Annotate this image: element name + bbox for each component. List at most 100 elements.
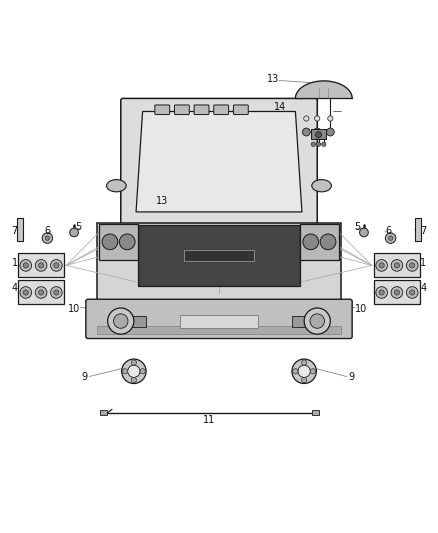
Circle shape [35,260,47,271]
Bar [138,225,300,286]
Circle shape [310,369,315,374]
Polygon shape [136,111,302,212]
Circle shape [328,116,333,121]
Circle shape [50,260,62,271]
Text: 9: 9 [348,372,354,382]
Polygon shape [295,81,352,99]
Bar [17,219,23,241]
Circle shape [304,116,309,121]
Circle shape [311,142,315,147]
Text: 9: 9 [81,372,88,382]
Bar [99,224,138,260]
Text: 13: 13 [156,196,168,206]
Circle shape [326,128,334,136]
Circle shape [376,260,388,271]
Bar [374,253,420,277]
Circle shape [123,369,128,374]
Circle shape [302,128,310,136]
Text: 6: 6 [385,225,392,236]
Bar [415,219,421,241]
Bar [184,251,254,261]
Text: 4: 4 [12,284,18,293]
Circle shape [301,360,307,365]
Circle shape [128,365,140,377]
Text: 11: 11 [203,415,215,425]
FancyBboxPatch shape [155,105,170,115]
Text: 13: 13 [268,74,280,84]
Circle shape [301,377,307,383]
Circle shape [122,359,146,384]
Text: 4: 4 [420,284,426,293]
Circle shape [379,290,384,295]
Circle shape [391,260,403,271]
Circle shape [45,236,49,240]
Bar [311,410,318,415]
Polygon shape [97,223,341,302]
Circle shape [113,314,128,328]
Circle shape [376,287,388,298]
Text: 10: 10 [68,304,81,314]
Circle shape [102,234,118,249]
Text: 6: 6 [44,225,50,236]
Circle shape [54,290,59,295]
Circle shape [140,369,145,374]
Circle shape [389,236,393,240]
FancyBboxPatch shape [194,105,209,115]
Bar [131,316,146,327]
Circle shape [304,308,330,334]
FancyBboxPatch shape [214,105,229,115]
Circle shape [313,128,321,136]
Circle shape [108,308,134,334]
Ellipse shape [312,180,332,192]
Circle shape [406,287,418,298]
Text: 1: 1 [12,258,18,268]
Text: RAM: RAM [212,253,226,259]
Circle shape [35,287,47,298]
Bar [97,326,341,334]
Circle shape [410,263,415,268]
Bar [18,253,64,277]
Circle shape [20,260,32,271]
Circle shape [406,260,418,271]
Circle shape [385,233,396,244]
Text: 7: 7 [12,225,18,236]
Text: 5: 5 [75,222,81,232]
Circle shape [315,132,321,138]
Circle shape [293,369,298,374]
Circle shape [394,290,399,295]
Circle shape [131,377,137,383]
Circle shape [23,263,28,268]
Circle shape [314,116,320,121]
Circle shape [320,234,336,249]
Bar [374,280,420,304]
FancyBboxPatch shape [174,105,189,115]
Circle shape [120,234,135,249]
Circle shape [410,290,415,295]
Circle shape [321,142,326,147]
Bar [300,224,339,260]
Text: 10: 10 [355,304,367,314]
Text: 5: 5 [355,222,361,232]
Bar [180,314,258,328]
Bar [311,130,326,139]
Circle shape [70,228,78,237]
Circle shape [394,263,399,268]
Ellipse shape [106,180,126,192]
Circle shape [310,314,325,328]
Bar [100,410,107,415]
Circle shape [39,290,44,295]
Circle shape [54,263,59,268]
Circle shape [379,263,384,268]
Circle shape [360,228,368,237]
Text: 7: 7 [420,225,426,236]
Circle shape [20,287,32,298]
Text: 15: 15 [283,127,295,137]
Circle shape [23,290,28,295]
FancyBboxPatch shape [86,299,352,338]
Text: 1: 1 [420,258,426,268]
Circle shape [292,359,316,384]
Circle shape [298,365,310,377]
Bar [18,280,64,304]
FancyBboxPatch shape [233,105,248,115]
Bar [292,316,307,327]
